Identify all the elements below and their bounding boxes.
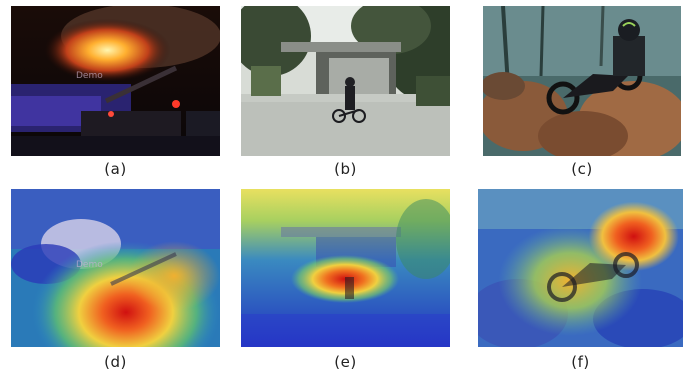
panel-label: (e) xyxy=(334,353,357,371)
fire-scene-image: Demo xyxy=(11,6,220,156)
panel-a: Demo (a) xyxy=(11,6,220,178)
flood-attention-heatmap xyxy=(241,189,450,347)
watermark-text: Demo xyxy=(76,260,103,270)
panel-d: Demo (d) xyxy=(11,189,220,371)
panel-label: (b) xyxy=(334,160,357,178)
motorcycle-attention-heatmap xyxy=(478,189,683,347)
panel-label: (c) xyxy=(571,160,593,178)
panel-f: (f) xyxy=(478,189,683,371)
panel-label: (a) xyxy=(104,160,127,178)
flood-scene-image xyxy=(241,6,450,156)
watermark-text: Demo xyxy=(76,71,103,81)
panel-b: (b) xyxy=(241,6,450,178)
motorcycle-scene-image xyxy=(483,6,681,156)
panel-label: (f) xyxy=(571,353,590,371)
panel-c: (c) xyxy=(483,6,681,178)
fire-attention-heatmap: Demo xyxy=(11,189,220,347)
panel-label: (d) xyxy=(104,353,127,371)
panel-e: (e) xyxy=(241,189,450,371)
